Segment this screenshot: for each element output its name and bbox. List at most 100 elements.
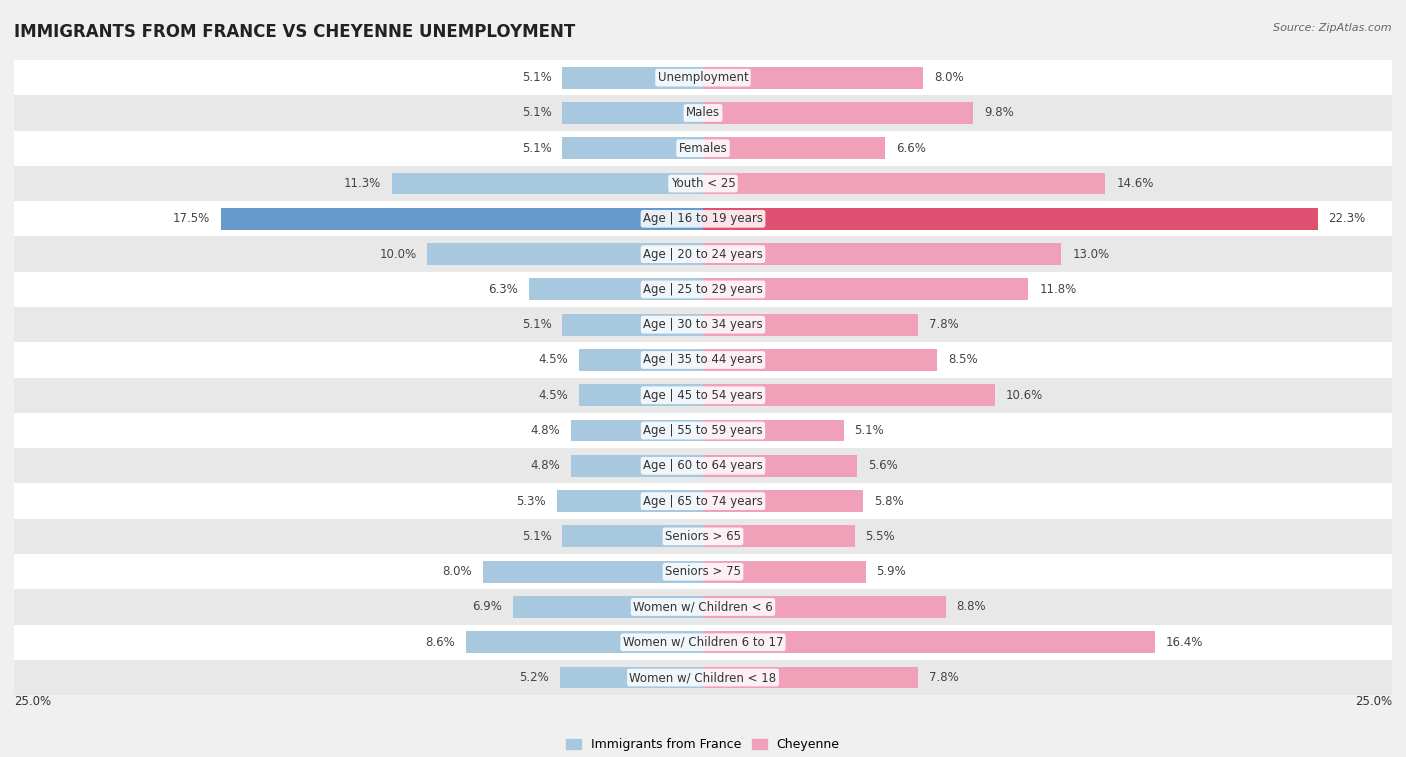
Text: Age | 30 to 34 years: Age | 30 to 34 years (643, 318, 763, 332)
Bar (703, 349, 938, 371)
Bar (14, 448, 1392, 484)
Text: 4.5%: 4.5% (538, 389, 568, 402)
Text: Women w/ Children < 18: Women w/ Children < 18 (630, 671, 776, 684)
Text: 9.8%: 9.8% (984, 107, 1014, 120)
Text: Women w/ Children < 6: Women w/ Children < 6 (633, 600, 773, 613)
Text: 5.1%: 5.1% (522, 530, 551, 543)
Text: Age | 55 to 59 years: Age | 55 to 59 years (643, 424, 763, 437)
Text: 25.0%: 25.0% (14, 695, 51, 708)
Text: Seniors > 75: Seniors > 75 (665, 565, 741, 578)
Text: 5.9%: 5.9% (876, 565, 907, 578)
Bar (571, 455, 703, 477)
Bar (14, 554, 1392, 590)
Bar (14, 519, 1392, 554)
Text: 22.3%: 22.3% (1329, 212, 1365, 226)
Text: 8.0%: 8.0% (441, 565, 471, 578)
Bar (14, 590, 1392, 625)
Text: Age | 20 to 24 years: Age | 20 to 24 years (643, 248, 763, 260)
Bar (703, 631, 1154, 653)
Text: 5.6%: 5.6% (869, 459, 898, 472)
Bar (14, 625, 1392, 660)
Text: 5.1%: 5.1% (522, 107, 551, 120)
Bar (221, 208, 703, 230)
Bar (703, 137, 884, 159)
Bar (562, 313, 703, 335)
Bar (530, 279, 703, 301)
Bar (703, 173, 1105, 195)
Bar (513, 596, 703, 618)
Bar (562, 102, 703, 124)
Bar (703, 208, 1317, 230)
Bar (703, 561, 866, 583)
Text: 4.8%: 4.8% (530, 459, 560, 472)
Text: 5.1%: 5.1% (855, 424, 884, 437)
Text: 11.3%: 11.3% (343, 177, 381, 190)
Bar (562, 525, 703, 547)
Text: 5.3%: 5.3% (516, 494, 546, 508)
Text: 5.2%: 5.2% (519, 671, 548, 684)
Bar (703, 243, 1062, 265)
Bar (14, 378, 1392, 413)
Text: 8.8%: 8.8% (956, 600, 986, 613)
Bar (703, 67, 924, 89)
Text: Age | 65 to 74 years: Age | 65 to 74 years (643, 494, 763, 508)
Text: 6.6%: 6.6% (896, 142, 925, 154)
Text: Youth < 25: Youth < 25 (671, 177, 735, 190)
Bar (14, 307, 1392, 342)
Text: 5.8%: 5.8% (875, 494, 904, 508)
Text: IMMIGRANTS FROM FRANCE VS CHEYENNE UNEMPLOYMENT: IMMIGRANTS FROM FRANCE VS CHEYENNE UNEMP… (14, 23, 575, 41)
Text: Age | 35 to 44 years: Age | 35 to 44 years (643, 354, 763, 366)
Text: 7.8%: 7.8% (929, 671, 959, 684)
Bar (14, 342, 1392, 378)
Bar (703, 596, 945, 618)
Text: Seniors > 65: Seniors > 65 (665, 530, 741, 543)
Text: Males: Males (686, 107, 720, 120)
Text: 25.0%: 25.0% (1355, 695, 1392, 708)
Bar (703, 667, 918, 688)
Text: 16.4%: 16.4% (1166, 636, 1204, 649)
Text: 13.0%: 13.0% (1073, 248, 1109, 260)
Text: 7.8%: 7.8% (929, 318, 959, 332)
Bar (703, 525, 855, 547)
Bar (703, 491, 863, 512)
Text: 8.5%: 8.5% (948, 354, 979, 366)
Text: Women w/ Children 6 to 17: Women w/ Children 6 to 17 (623, 636, 783, 649)
Text: 4.8%: 4.8% (530, 424, 560, 437)
Bar (14, 166, 1392, 201)
Text: 5.1%: 5.1% (522, 318, 551, 332)
Bar (557, 491, 703, 512)
Bar (562, 67, 703, 89)
Bar (579, 385, 703, 407)
Bar (392, 173, 703, 195)
Bar (703, 419, 844, 441)
Bar (14, 484, 1392, 519)
Text: 5.1%: 5.1% (522, 142, 551, 154)
Text: 10.6%: 10.6% (1007, 389, 1043, 402)
Bar (482, 561, 703, 583)
Text: 11.8%: 11.8% (1039, 283, 1077, 296)
Bar (14, 272, 1392, 307)
Bar (14, 60, 1392, 95)
Bar (14, 236, 1392, 272)
Text: Females: Females (679, 142, 727, 154)
Text: Age | 25 to 29 years: Age | 25 to 29 years (643, 283, 763, 296)
Bar (703, 279, 1028, 301)
Legend: Immigrants from France, Cheyenne: Immigrants from France, Cheyenne (561, 734, 845, 756)
Bar (579, 349, 703, 371)
Bar (571, 419, 703, 441)
Text: 17.5%: 17.5% (173, 212, 209, 226)
Bar (465, 631, 703, 653)
Text: 6.9%: 6.9% (472, 600, 502, 613)
Text: Age | 16 to 19 years: Age | 16 to 19 years (643, 212, 763, 226)
Text: Source: ZipAtlas.com: Source: ZipAtlas.com (1274, 23, 1392, 33)
Bar (562, 137, 703, 159)
Text: Unemployment: Unemployment (658, 71, 748, 84)
Bar (703, 102, 973, 124)
Text: Age | 45 to 54 years: Age | 45 to 54 years (643, 389, 763, 402)
Bar (14, 660, 1392, 695)
Text: Age | 60 to 64 years: Age | 60 to 64 years (643, 459, 763, 472)
Text: 5.1%: 5.1% (522, 71, 551, 84)
Text: 8.6%: 8.6% (425, 636, 456, 649)
Bar (560, 667, 703, 688)
Text: 8.0%: 8.0% (935, 71, 965, 84)
